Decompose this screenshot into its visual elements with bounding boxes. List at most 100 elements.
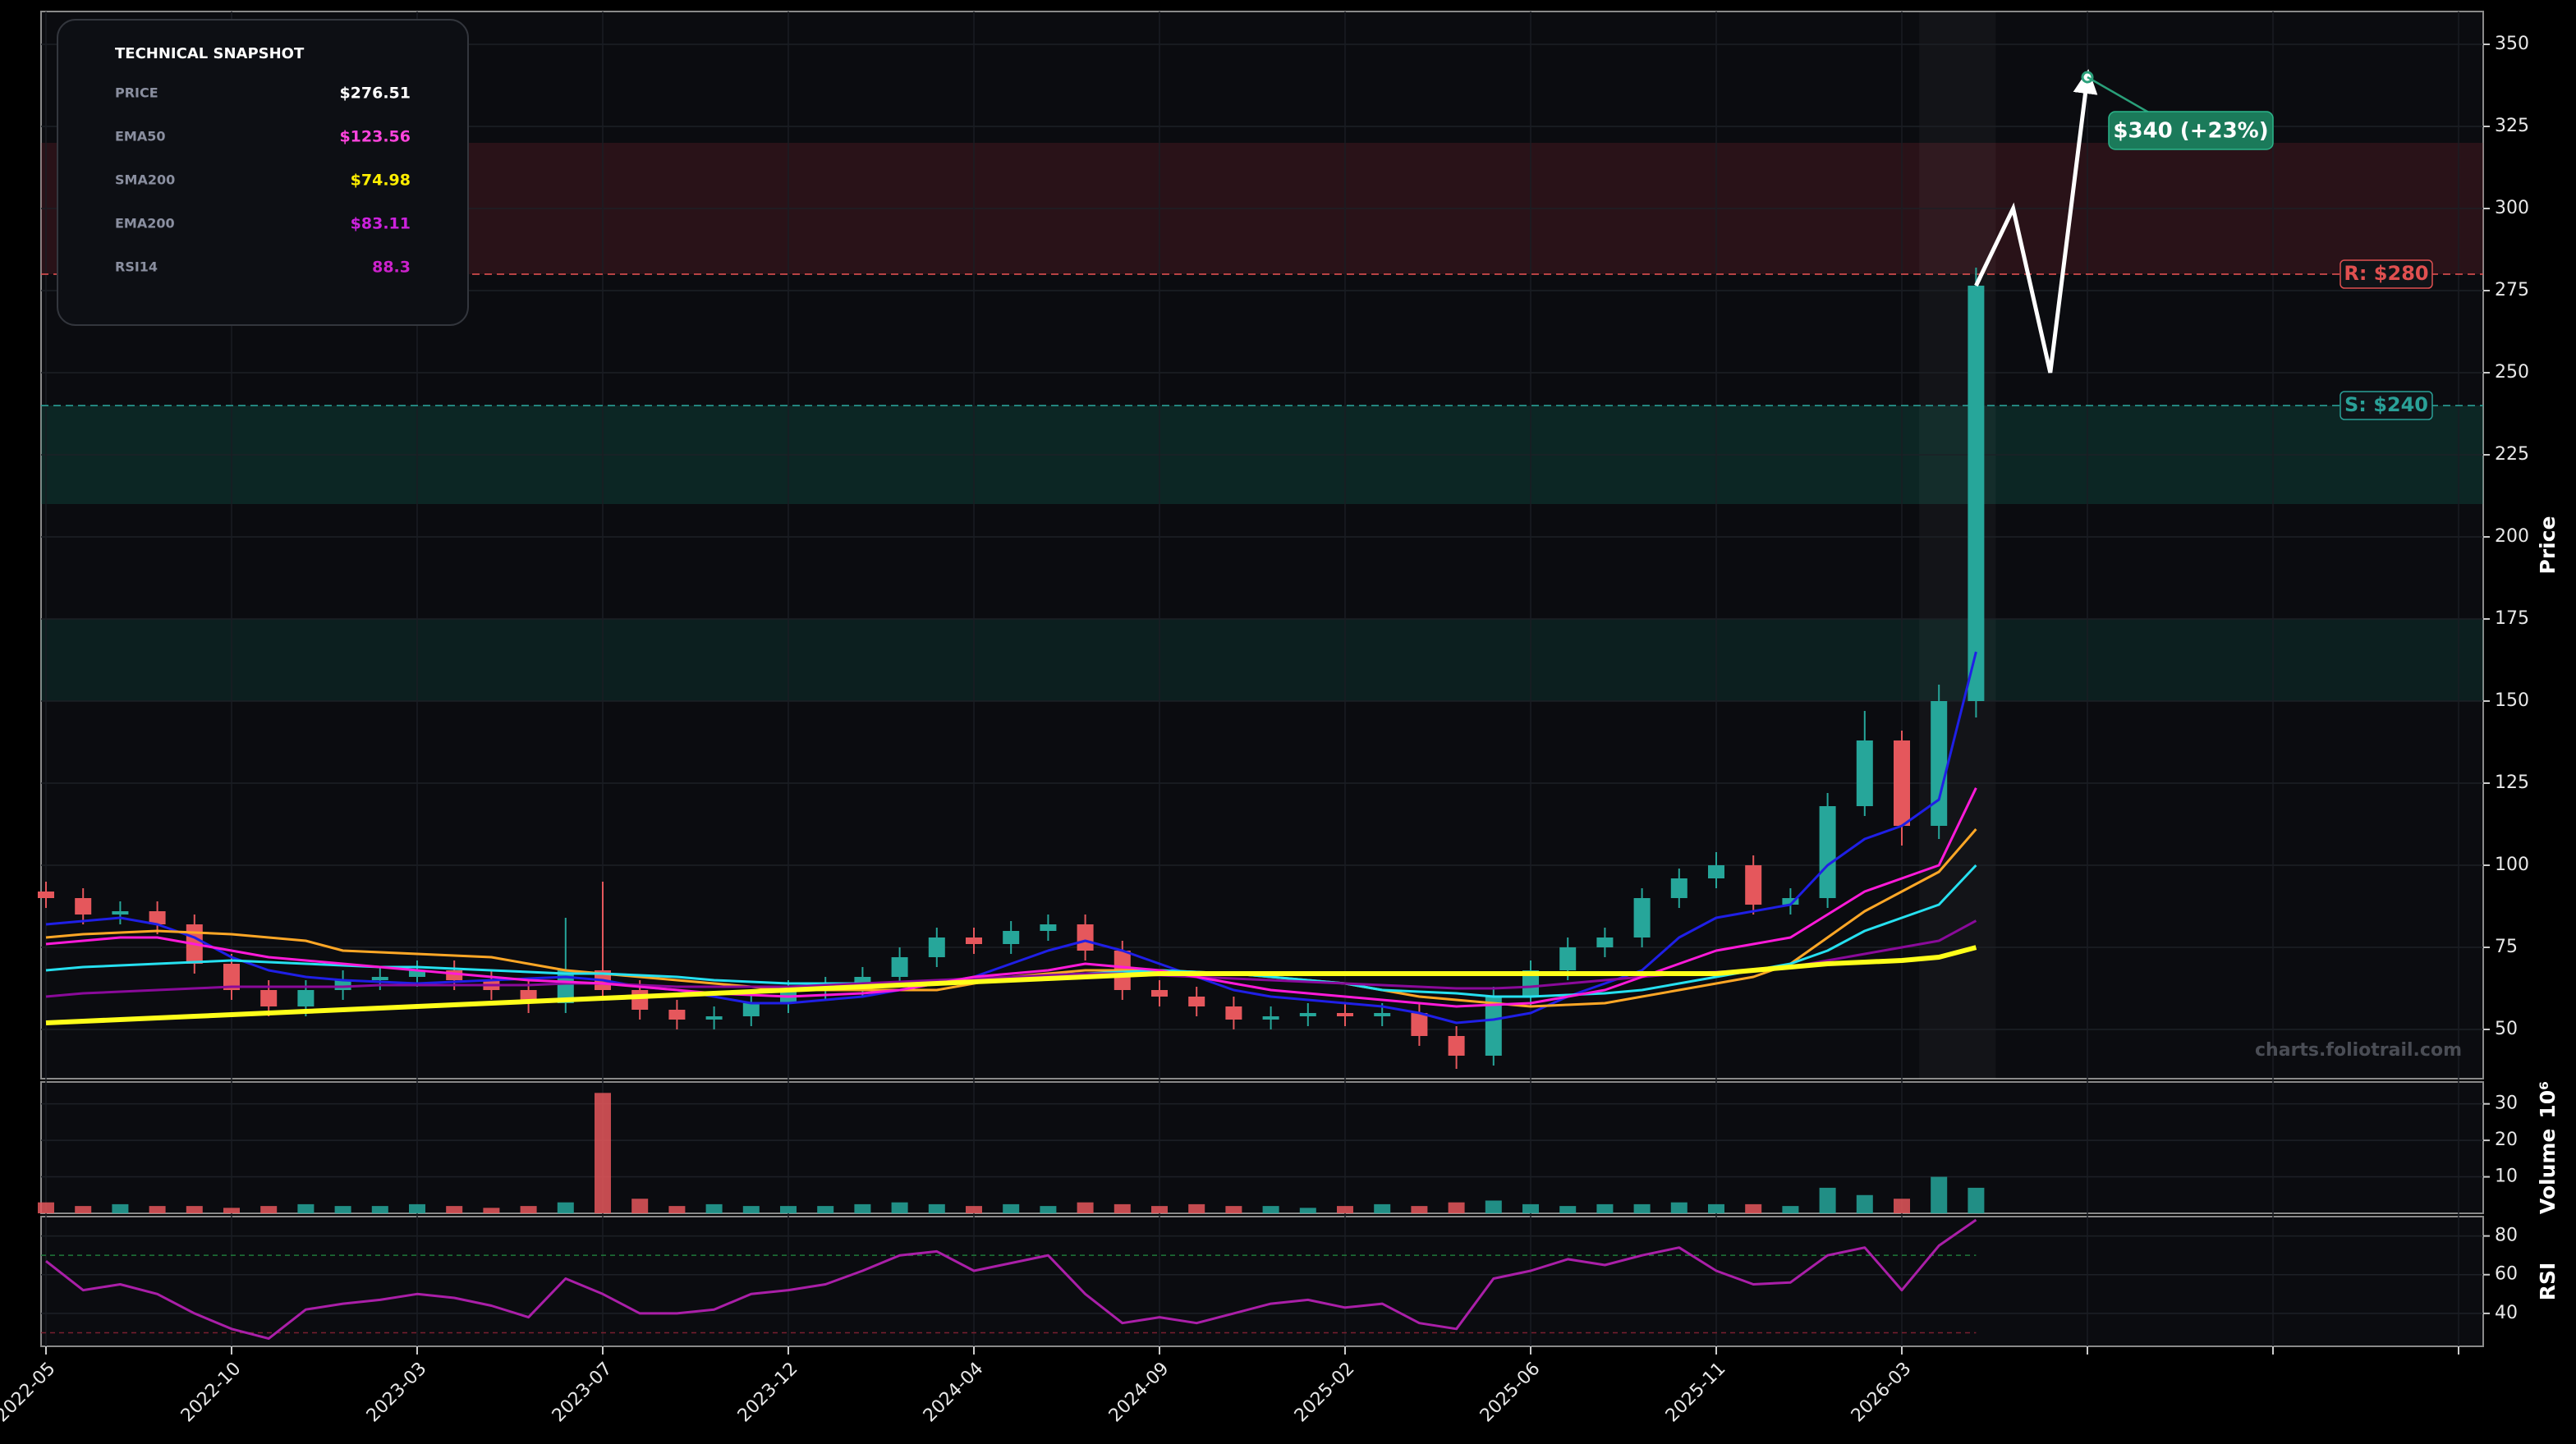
volume-bar — [260, 1206, 278, 1213]
y-tick-label: 325 — [2495, 116, 2529, 136]
candle-body — [1448, 1036, 1465, 1056]
candle-body — [1188, 997, 1205, 1006]
candle-body — [557, 970, 574, 1003]
volume-bar — [446, 1206, 463, 1213]
volume-bar — [520, 1206, 537, 1213]
snapshot-label: EMA200 — [115, 216, 175, 231]
volume-bar — [483, 1208, 500, 1213]
volume-bar — [668, 1206, 686, 1213]
snapshot-value: $83.11 — [351, 215, 411, 233]
candle-body — [1003, 931, 1020, 944]
y-tick-label: 100 — [2495, 855, 2529, 875]
volume-bar — [595, 1093, 611, 1213]
level-label: R: $280 — [2344, 262, 2428, 285]
candle-body — [1559, 947, 1577, 970]
volume-bar — [38, 1202, 54, 1213]
snapshot-box — [57, 19, 469, 326]
volume-bar — [1448, 1202, 1465, 1213]
candle-body — [1782, 898, 1799, 905]
candle-body — [38, 892, 54, 898]
candle-body — [1856, 740, 1873, 806]
candle-body — [1151, 990, 1168, 997]
y-tick-label: 80 — [2495, 1226, 2518, 1246]
volume-bar — [186, 1206, 203, 1213]
candle-body — [409, 970, 425, 977]
y-tick-label: 275 — [2495, 280, 2529, 300]
rsi-line — [45, 1218, 1977, 1341]
y-axis-title-text: Volume — [2536, 1129, 2560, 1215]
candle-body — [1522, 970, 1539, 997]
candle-body — [1670, 878, 1687, 898]
candle-body — [1931, 701, 1948, 826]
moving-average-line — [45, 945, 1977, 1025]
candle-body — [1225, 1006, 1242, 1020]
candle-body — [1374, 1013, 1391, 1016]
y-tick-label: 350 — [2495, 34, 2529, 54]
y-axis-scale: 10⁶ — [2536, 1081, 2560, 1119]
volume-bar — [1931, 1176, 1948, 1213]
y-tick-label: 200 — [2495, 526, 2529, 547]
candle-body — [891, 957, 908, 977]
snapshot-rows: PRICE $276.51 EMA50 $123.56 SMA200 $74.98 EMA2… — [115, 85, 411, 277]
volume-bar — [1559, 1206, 1577, 1213]
volume-bar — [1077, 1202, 1094, 1213]
volume-bar — [1411, 1206, 1428, 1213]
volume-bar — [817, 1206, 834, 1213]
snapshot-label: PRICE — [115, 85, 158, 101]
annotation-box — [2108, 111, 2274, 150]
y-tick-label: 60 — [2495, 1264, 2518, 1285]
volume-bar — [149, 1206, 166, 1213]
volume-bar — [1596, 1203, 1614, 1213]
volume-bar — [1337, 1206, 1353, 1213]
volume-bar — [1040, 1206, 1057, 1213]
volume-bar — [112, 1203, 129, 1213]
volume-bar — [1745, 1203, 1762, 1213]
level-label: S: $240 — [2344, 393, 2428, 416]
candle-body — [1745, 865, 1762, 905]
candle-body — [1968, 285, 1985, 701]
volume-panel — [40, 1081, 2484, 1214]
volume-bar — [928, 1203, 945, 1213]
candle-body — [223, 964, 240, 990]
volume-bar — [1485, 1200, 1502, 1213]
candle-body — [1077, 924, 1094, 951]
y-tick-label: 20 — [2495, 1130, 2518, 1150]
y-tick-label: 75 — [2495, 937, 2518, 957]
candle-body — [260, 990, 278, 1006]
volume-bar — [334, 1206, 351, 1213]
y-axis-title: Volume 10⁶ — [2536, 1081, 2560, 1214]
volume-bar — [1819, 1187, 1836, 1213]
candle-body — [1633, 898, 1651, 937]
y-tick-label: 225 — [2495, 444, 2529, 465]
y-tick-label: 175 — [2495, 608, 2529, 629]
volume-bar — [371, 1206, 388, 1213]
candle-body — [966, 937, 982, 944]
volume-bar — [854, 1203, 871, 1213]
snapshot-label: RSI14 — [115, 259, 158, 275]
volume-bar — [966, 1206, 982, 1213]
y-tick-label: 30 — [2495, 1093, 2518, 1114]
volume-bar — [75, 1206, 92, 1213]
volume-bar — [1782, 1206, 1799, 1213]
volume-bar — [1114, 1203, 1131, 1213]
volume-bar — [557, 1202, 574, 1213]
candle-body — [1337, 1013, 1353, 1016]
candle-body — [149, 911, 166, 924]
candle-body — [1485, 997, 1502, 1056]
volume-bar — [1670, 1202, 1687, 1213]
volume-bar — [705, 1203, 723, 1213]
snapshot-value: $276.51 — [339, 85, 411, 103]
y-axis-title-text: Price — [2536, 516, 2560, 575]
volume-bar — [223, 1208, 240, 1213]
candle-body — [297, 990, 315, 1006]
volume-bar — [742, 1206, 760, 1213]
candle-body — [1708, 865, 1724, 878]
volume-bar — [1003, 1203, 1020, 1213]
level-label-box — [2340, 391, 2433, 420]
volume-bar — [1225, 1206, 1242, 1213]
candle-body — [1262, 1016, 1279, 1020]
zone — [41, 619, 2483, 701]
volume-bar — [780, 1206, 797, 1213]
candle-body — [928, 937, 945, 957]
